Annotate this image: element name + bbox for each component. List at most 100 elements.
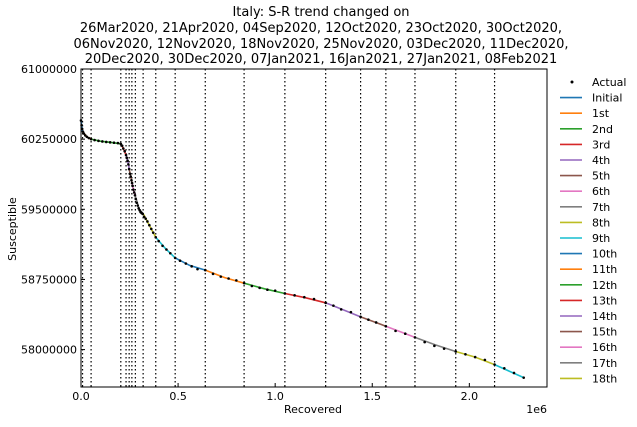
chart-title-line: Italy: S-R trend changed on — [232, 5, 409, 20]
legend-label: 6th — [592, 185, 610, 198]
series-line — [243, 282, 286, 295]
actual-point — [266, 288, 269, 292]
actual-point — [473, 355, 477, 359]
actual-point — [273, 289, 277, 292]
actual-point — [403, 332, 407, 335]
actual-point — [144, 217, 147, 220]
actual-point — [93, 138, 96, 142]
actual-point — [136, 204, 139, 207]
actual-point — [123, 150, 126, 153]
actual-point — [211, 272, 215, 276]
actual-point — [173, 256, 177, 260]
actual-point — [178, 259, 182, 263]
legend-label: 14th — [592, 310, 617, 323]
actual-point — [332, 304, 335, 307]
x-tick-label: 0.5 — [169, 390, 187, 403]
actual-point — [126, 159, 129, 162]
y-tick-label: 60250000 — [21, 133, 77, 146]
actual-point — [130, 179, 133, 182]
actual-point — [122, 147, 125, 150]
chart-title: Italy: S-R trend changed on 26Mar2020, 2… — [73, 5, 568, 67]
actual-point — [129, 175, 133, 178]
chart-title-line: 26Mar2020, 21Apr2020, 04Sep2020, 12Oct20… — [80, 21, 562, 36]
actual-point — [227, 277, 230, 280]
actual-point — [258, 286, 261, 290]
actual-point — [302, 295, 306, 299]
legend-label: 10th — [592, 248, 617, 261]
y-axis-ticks: 58000000 58750000 59500000 60250000 61000000 — [21, 63, 85, 357]
actual-point — [454, 350, 458, 353]
actual-point — [433, 344, 436, 348]
trend-series — [80, 120, 525, 379]
actual-point — [367, 318, 370, 321]
actual-point — [130, 181, 134, 185]
actual-point — [146, 220, 149, 223]
y-axis-label: Susceptible — [6, 197, 19, 261]
actual-point — [142, 215, 146, 219]
change-point-lines — [81, 69, 496, 387]
actual-point — [374, 321, 378, 324]
actual-point — [124, 153, 128, 157]
actual-point — [89, 137, 93, 141]
plot-frame — [80, 68, 548, 388]
actual-point — [184, 262, 188, 265]
x-tick-label: 1.5 — [364, 390, 382, 403]
x-axis-ticks: 0.0 0.5 1.0 1.5 2.0 — [72, 383, 478, 403]
legend-label: 4th — [592, 154, 610, 167]
actual-point — [324, 301, 327, 305]
actual-point — [196, 267, 199, 271]
actual-point — [339, 308, 343, 311]
y-tick-label: 58750000 — [21, 273, 77, 286]
legend-label: 2nd — [592, 123, 613, 136]
actual-point — [85, 135, 89, 139]
actual-point — [359, 315, 362, 319]
legend-label: 3rd — [592, 138, 610, 151]
actual-point — [250, 284, 254, 288]
x-tick-label: 1.0 — [266, 390, 284, 403]
actual-point — [502, 366, 506, 370]
actual-point — [413, 336, 417, 339]
actual-point — [116, 141, 120, 145]
actual-point — [349, 310, 353, 314]
series-line — [325, 302, 361, 318]
actual-point — [312, 297, 316, 301]
actual-point — [203, 268, 207, 272]
actual-point — [293, 294, 296, 297]
legend-label: 1st — [592, 107, 610, 120]
actual-point — [133, 193, 137, 197]
legend-label: 5th — [592, 170, 610, 183]
actual-point — [149, 227, 153, 231]
actual-point — [394, 329, 397, 333]
actual-point — [242, 281, 246, 285]
actual-point — [134, 197, 138, 201]
legend-label: 18th — [592, 372, 617, 385]
actual-point — [132, 191, 136, 194]
y-tick-label: 58000000 — [21, 344, 77, 357]
x-tick-label: 0.0 — [72, 390, 90, 403]
actual-point — [120, 144, 124, 147]
legend-label: 15th — [592, 326, 617, 339]
legend-label: 11th — [592, 263, 617, 276]
legend-label: 7th — [592, 201, 610, 214]
legend-label: 8th — [592, 216, 610, 229]
chart-title-line: 06Nov2020, 12Nov2020, 18Nov2020, 25Nov20… — [73, 37, 568, 52]
x-axis-offset-label: 1e6 — [526, 403, 547, 416]
actual-point — [119, 142, 123, 146]
actual-point — [464, 352, 467, 356]
legend-marker-actual — [570, 80, 574, 84]
actual-point — [219, 275, 223, 278]
series-line — [284, 292, 326, 304]
actual-point — [132, 188, 135, 191]
actual-point — [97, 139, 100, 143]
actual-point — [151, 231, 155, 234]
actual-point — [112, 141, 116, 145]
actual-point — [384, 324, 388, 328]
actual-point — [127, 167, 131, 171]
actual-point — [125, 156, 129, 160]
series-line — [385, 325, 416, 339]
x-axis-label: Recovered — [284, 403, 342, 416]
actual-point — [127, 163, 130, 166]
legend-label: 9th — [592, 232, 610, 245]
